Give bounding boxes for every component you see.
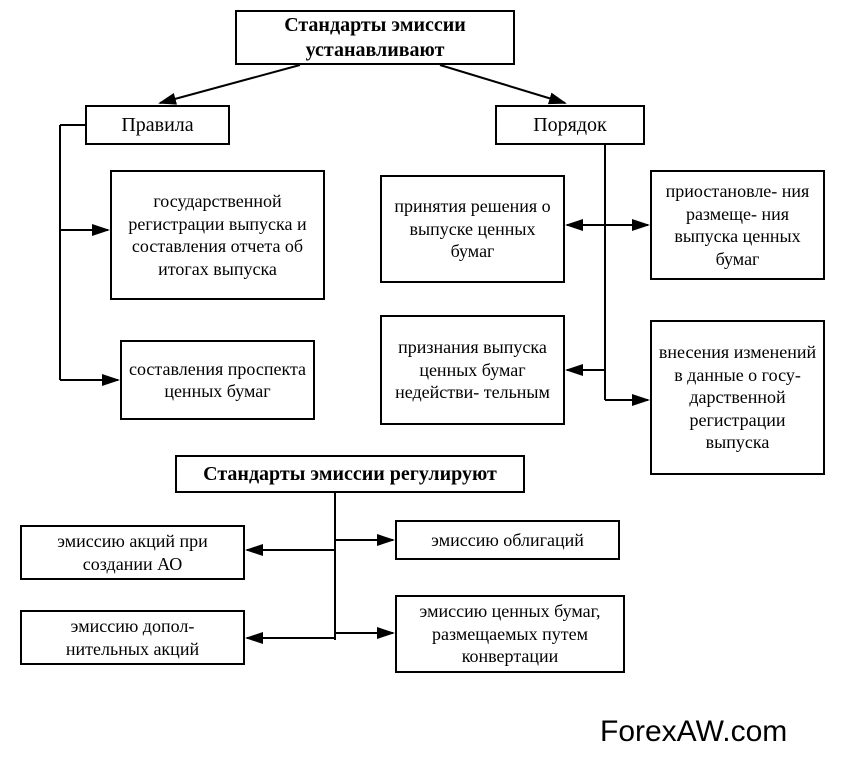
node-order-c: приостановле- ния размеще- ния выпуска ц… xyxy=(650,170,825,280)
node-rules-a-label: государственной регистрации выпуска и со… xyxy=(118,190,317,280)
node-rules-b-label: составления проспекта ценных бумаг xyxy=(128,358,307,403)
node-order-a-label: принятия решения о выпуске ценных бумаг xyxy=(388,195,557,263)
node-rules: Правила xyxy=(85,105,230,145)
node-reg-c: эмиссию облигаций xyxy=(395,520,620,560)
node-reg-d-label: эмиссию ценных бумаг, размещаемых путем … xyxy=(403,600,617,668)
node-root: Стандарты эмиссии устанавливают xyxy=(235,10,515,65)
node-reg-d: эмиссию ценных бумаг, размещаемых путем … xyxy=(395,595,625,673)
node-reg-a-label: эмиссию акций при создании АО xyxy=(28,530,237,575)
node-order-a: принятия решения о выпуске ценных бумаг xyxy=(380,175,565,283)
node-reg-b-label: эмиссию допол- нительных акций xyxy=(28,615,237,660)
node-rules-a: государственной регистрации выпуска и со… xyxy=(110,170,325,300)
node-root-label: Стандарты эмиссии устанавливают xyxy=(243,13,507,63)
node-order-d-label: внесения изменений в данные о госу- дарс… xyxy=(658,341,817,454)
node-reg-a: эмиссию акций при создании АО xyxy=(20,525,245,580)
node-order-label: Порядок xyxy=(533,113,607,138)
node-rules-label: Правила xyxy=(121,113,193,138)
node-root2: Стандарты эмиссии регулируют xyxy=(175,455,525,493)
node-reg-b: эмиссию допол- нительных акций xyxy=(20,610,245,665)
watermark-text: ForexAW.com xyxy=(600,715,787,748)
watermark: ForexAW.com xyxy=(600,715,787,749)
node-order: Порядок xyxy=(495,105,645,145)
node-order-d: внесения изменений в данные о госу- дарс… xyxy=(650,320,825,475)
node-order-c-label: приостановле- ния размеще- ния выпуска ц… xyxy=(658,180,817,270)
node-order-b: признания выпуска ценных бумаг недействи… xyxy=(380,315,565,425)
node-reg-c-label: эмиссию облигаций xyxy=(431,529,584,552)
node-rules-b: составления проспекта ценных бумаг xyxy=(120,340,315,420)
node-root2-label: Стандарты эмиссии регулируют xyxy=(203,462,497,487)
node-order-b-label: признания выпуска ценных бумаг недействи… xyxy=(388,336,557,404)
